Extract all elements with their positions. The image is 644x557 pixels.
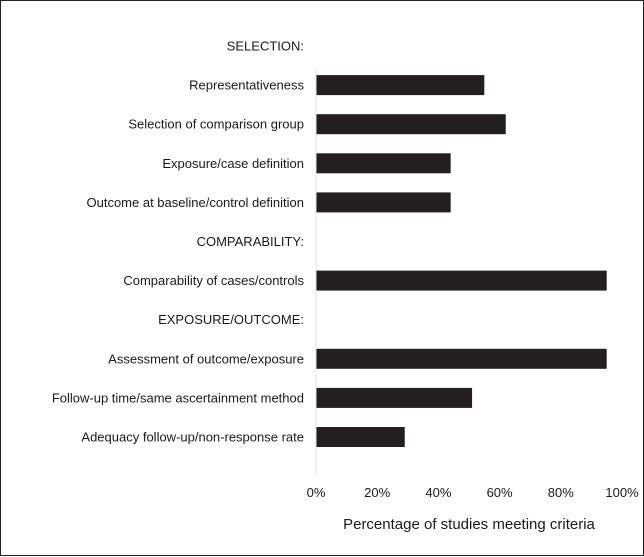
bar xyxy=(316,153,451,174)
category-label: Follow-up time/same ascertainment method xyxy=(52,390,304,405)
category-label: COMPARABILITY: xyxy=(197,234,304,249)
x-tick-label: 0% xyxy=(307,485,326,500)
category-label: Assessment of outcome/exposure xyxy=(108,351,304,366)
category-label: Adequacy follow-up/non-response rate xyxy=(81,430,304,445)
x-tick-label: 40% xyxy=(425,485,451,500)
bar xyxy=(316,75,485,96)
category-label: Selection of comparison group xyxy=(128,117,304,132)
category-label: SELECTION: xyxy=(227,39,304,54)
bar xyxy=(316,348,607,369)
x-axis-label: Percentage of studies meeting criteria xyxy=(343,516,595,533)
category-labels-group: SELECTION: Representativeness Selection of… xyxy=(52,39,305,445)
x-tick-label: 20% xyxy=(364,485,390,500)
category-label: Outcome at baseline/control definition xyxy=(86,195,304,210)
category-label: EXPOSURE/OUTCOME: xyxy=(158,312,304,327)
bar xyxy=(316,387,473,408)
bar xyxy=(316,270,607,291)
x-axis: 0% 20% 40% 60% 80% 100% xyxy=(307,69,639,500)
category-label: Representativeness xyxy=(189,78,304,93)
bar xyxy=(316,192,451,213)
bar xyxy=(316,427,405,447)
x-tick-label: 60% xyxy=(487,485,513,500)
category-label: Exposure/case definition xyxy=(162,156,304,171)
category-label: Comparability of cases/controls xyxy=(123,273,304,288)
bars-group xyxy=(316,75,607,447)
x-tick-label: 100% xyxy=(605,485,639,500)
bar xyxy=(316,114,506,135)
x-tick-label: 80% xyxy=(548,485,574,500)
